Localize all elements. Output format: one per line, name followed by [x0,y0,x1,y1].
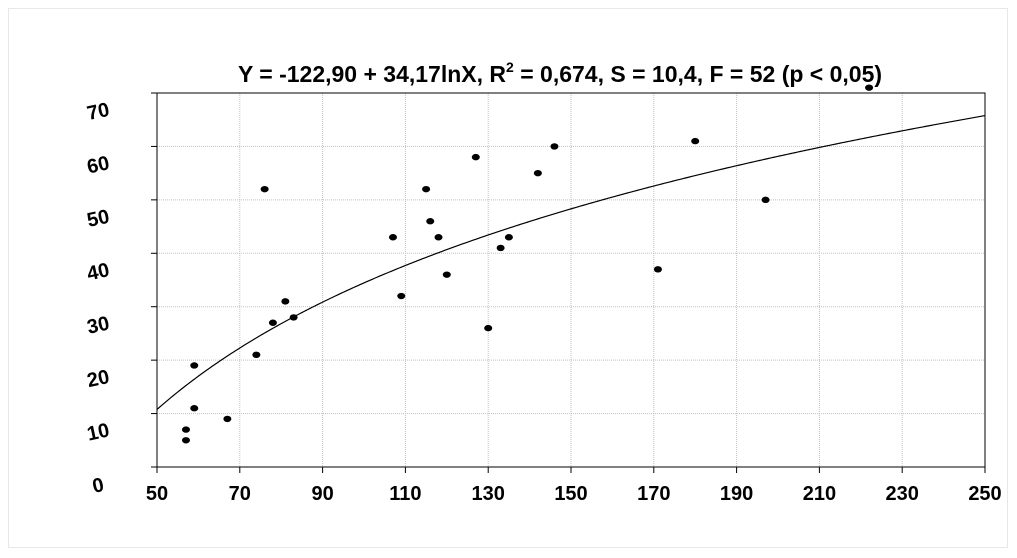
data-point [388,234,397,241]
data-point [653,266,662,273]
data-point [397,292,406,300]
y-tick-label: 20 [85,366,111,392]
x-tick-label: 50 [146,483,168,505]
data-point [471,153,480,161]
data-point [223,415,232,423]
data-point [422,185,431,193]
x-tick-label: 170 [637,483,670,505]
data-point [190,362,199,369]
data-point [181,426,190,433]
data-point [496,244,505,252]
data-point [289,314,298,321]
data-point [504,234,513,241]
data-points [181,84,874,444]
chart-title-main: Y = -122,90 + 34,17lnX, R [238,61,506,87]
y-tick-label: 40 [85,259,111,285]
y-tick-label: 70 [85,99,111,125]
data-point [550,143,559,150]
data-point [181,437,190,444]
chart-title-stats: = 0,674, S = 10,4, F = 52 (p < 0,05) [514,61,882,87]
y-tick-label: 50 [85,206,111,232]
data-point [434,234,443,241]
data-point [691,137,700,145]
chart-title-superscript: 2 [506,59,514,75]
x-tick-label: 70 [229,483,251,505]
y-tick-label: 10 [85,419,111,445]
data-point [865,84,874,91]
y-tick-label: 0 [90,474,105,498]
x-axis: 50 70 90 110 130 150 170 190 210 230 250 [146,467,1002,505]
data-point [533,169,542,177]
x-tick-label: 190 [720,483,753,505]
data-point [252,351,261,358]
x-tick-label: 150 [554,483,587,505]
chart-title: Y = -122,90 + 34,17lnX, R2 = 0,674, S = … [238,59,882,87]
y-tick-label: 30 [85,313,111,339]
y-axis: 0 10 20 30 40 50 60 70 [85,92,157,498]
data-point [442,271,451,278]
chart-frame [8,8,1008,548]
data-point [426,218,435,225]
data-point [484,324,493,332]
y-tick-label: 60 [85,152,111,178]
data-point [761,196,770,204]
x-tick-label: 90 [311,483,333,505]
data-point [281,298,290,305]
x-tick-label: 210 [803,483,836,505]
x-tick-label: 230 [886,483,919,505]
data-point [260,185,269,193]
x-tick-label: 110 [389,483,421,505]
x-tick-label: 250 [968,483,1001,505]
grid-lines [157,92,985,467]
x-tick-label: 130 [472,483,505,505]
data-point [268,319,277,326]
data-point [190,405,199,412]
